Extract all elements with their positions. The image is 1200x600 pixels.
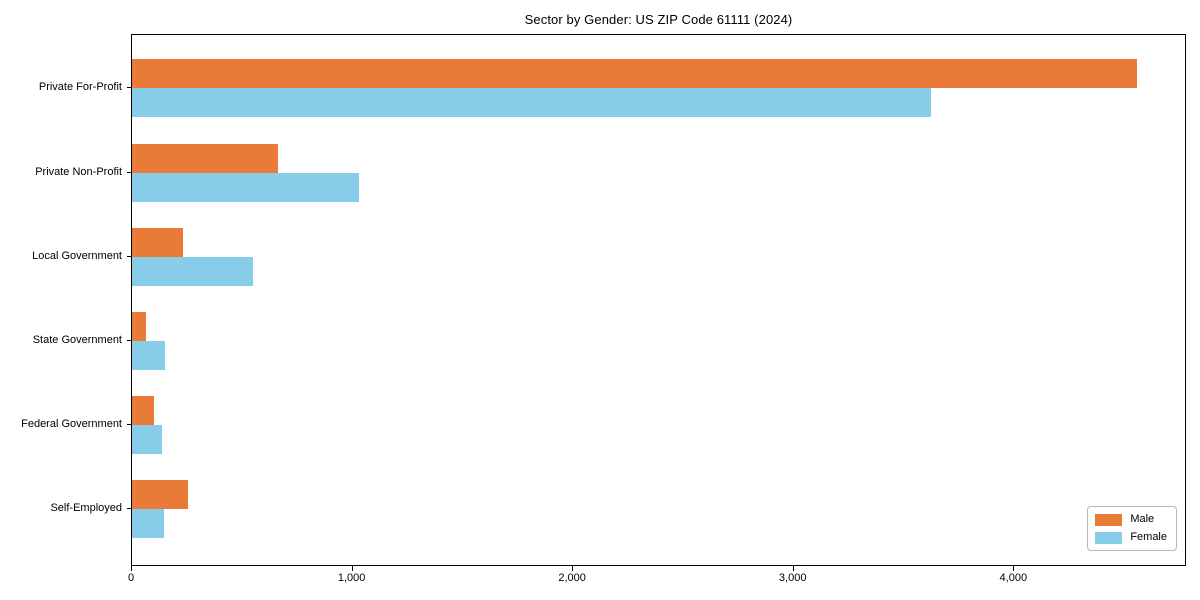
bar-female-5 — [132, 425, 162, 455]
y-tick-mark — [127, 87, 132, 89]
bar-female-3 — [132, 256, 254, 286]
y-tick-mark — [127, 508, 132, 510]
x-tick-label: 0 — [127, 572, 135, 584]
bar-female-4 — [132, 340, 166, 370]
y-tick-label: Private For-Profit — [38, 81, 122, 94]
x-tick-label: 2,000 — [558, 572, 586, 584]
y-tick-mark — [127, 255, 132, 257]
y-tick-mark — [127, 424, 132, 426]
plot-area: Male Female — [131, 34, 1186, 566]
y-tick-label: Federal Government — [21, 418, 122, 431]
chart-title: Sector by Gender: US ZIP Code 61111 (202… — [524, 12, 793, 27]
legend: Male Female — [1087, 506, 1177, 551]
bar-male-1 — [132, 59, 1137, 89]
y-tick-mark — [127, 171, 132, 173]
x-tick-mark — [572, 566, 574, 571]
x-tick-mark — [792, 566, 794, 571]
bar-female-6 — [132, 509, 165, 539]
y-tick-label: State Government — [32, 333, 122, 346]
legend-label: Female — [1130, 531, 1167, 543]
y-tick-label: Private Non-Profit — [35, 165, 122, 178]
x-tick-label: 4,000 — [999, 572, 1028, 584]
legend-label: Male — [1130, 513, 1155, 525]
bar-male-4 — [132, 311, 147, 341]
bar-male-2 — [132, 143, 278, 173]
legend-entry-female: Female — [1095, 531, 1167, 544]
x-tick-label: 1,000 — [337, 572, 366, 584]
x-tick-mark — [351, 566, 353, 571]
legend-swatch-female — [1095, 531, 1123, 544]
x-tick-mark — [131, 566, 132, 571]
legend-swatch-male — [1095, 513, 1123, 526]
x-tick-label: 3,000 — [778, 572, 807, 584]
bar-male-6 — [132, 480, 189, 510]
y-tick-mark — [127, 339, 132, 341]
y-tick-label: Local Government — [32, 249, 122, 262]
bar-female-2 — [132, 172, 360, 202]
bar-male-5 — [132, 396, 154, 426]
x-tick-mark — [1013, 566, 1015, 571]
bar-male-3 — [132, 227, 183, 257]
bar-female-1 — [132, 88, 931, 118]
legend-entry-male: Male — [1095, 513, 1167, 526]
y-tick-label: Self-Employed — [50, 502, 122, 515]
